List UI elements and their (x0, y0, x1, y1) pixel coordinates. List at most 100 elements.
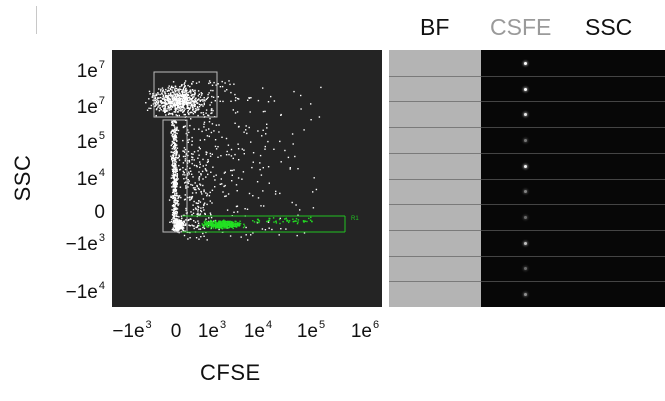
data-point (188, 171, 190, 173)
gated-point (203, 226, 205, 228)
data-point (187, 186, 189, 188)
data-point (173, 97, 176, 99)
gated-point (278, 218, 281, 221)
y-tick-label: 1e7 (76, 95, 105, 118)
data-point (225, 154, 228, 156)
gated-point (214, 222, 216, 224)
data-point (181, 101, 183, 103)
data-point (174, 188, 176, 190)
image-strip[interactable] (389, 50, 665, 307)
gated-point (222, 224, 224, 227)
gated-point (309, 219, 312, 221)
data-point (192, 153, 194, 155)
data-point (211, 123, 214, 125)
data-point (183, 103, 185, 106)
data-point (177, 204, 179, 207)
gated-point (222, 222, 224, 224)
data-point (172, 86, 174, 89)
scatter-plot[interactable]: R1 (112, 50, 382, 307)
gate-vertical[interactable] (162, 119, 188, 233)
data-point (174, 202, 177, 204)
data-point (169, 98, 171, 100)
gated-point (201, 223, 203, 225)
data-point (184, 148, 187, 151)
data-point (234, 93, 236, 96)
data-point (274, 193, 277, 195)
data-point (177, 99, 179, 101)
gated-point (224, 223, 227, 225)
data-point (178, 154, 180, 156)
data-point (179, 88, 182, 91)
data-point (209, 200, 211, 202)
data-point (179, 223, 181, 226)
data-point (192, 96, 194, 98)
data-point (171, 130, 173, 132)
row-separator (389, 76, 665, 77)
data-point (198, 177, 200, 179)
data-point (219, 183, 221, 185)
gate-upper[interactable] (153, 71, 218, 118)
data-point (172, 209, 175, 211)
data-point (149, 93, 151, 95)
data-point (196, 202, 198, 205)
data-point (204, 202, 206, 204)
data-point (248, 126, 250, 129)
data-point (190, 101, 192, 103)
data-point (177, 100, 180, 102)
gated-point (216, 226, 219, 228)
data-point (174, 221, 177, 224)
data-point (184, 102, 186, 104)
data-point (188, 102, 190, 104)
data-point (186, 89, 188, 91)
data-point (171, 164, 173, 166)
ssc-column (573, 50, 665, 307)
data-point (237, 177, 240, 179)
data-point (185, 177, 187, 179)
data-point (184, 194, 186, 196)
data-point (225, 137, 228, 140)
data-point (265, 133, 267, 135)
data-point (186, 97, 188, 99)
data-point (189, 196, 191, 198)
data-point (185, 102, 187, 104)
data-point (212, 89, 214, 92)
data-point (174, 105, 176, 107)
data-point (177, 102, 179, 105)
gated-point (272, 217, 275, 219)
data-point (185, 132, 187, 135)
data-point (178, 216, 180, 218)
gated-point (217, 223, 219, 226)
data-point (192, 81, 194, 83)
gated-point (302, 220, 305, 222)
data-point (214, 186, 216, 188)
data-point (172, 188, 174, 191)
data-point (191, 197, 193, 199)
data-point (174, 199, 177, 202)
data-point (196, 213, 198, 215)
data-point (174, 198, 176, 201)
gated-point (253, 221, 256, 223)
row-separator (389, 281, 665, 282)
data-point (210, 214, 212, 216)
gated-point (219, 224, 222, 226)
data-point (184, 90, 186, 92)
gated-point (220, 222, 222, 224)
data-point (181, 96, 184, 98)
gated-point (256, 218, 259, 221)
data-point (192, 104, 195, 106)
data-point (174, 163, 176, 166)
data-point (179, 94, 181, 97)
data-point (204, 213, 206, 215)
data-point (162, 90, 164, 93)
data-point (151, 96, 153, 98)
data-point (220, 178, 222, 180)
data-point (174, 108, 176, 110)
data-point (245, 125, 247, 127)
gated-point (210, 220, 212, 222)
gated-point (226, 225, 228, 227)
data-point (174, 87, 176, 90)
data-point (211, 84, 214, 86)
data-point (157, 100, 159, 102)
data-point (191, 195, 194, 198)
data-point (209, 81, 212, 84)
